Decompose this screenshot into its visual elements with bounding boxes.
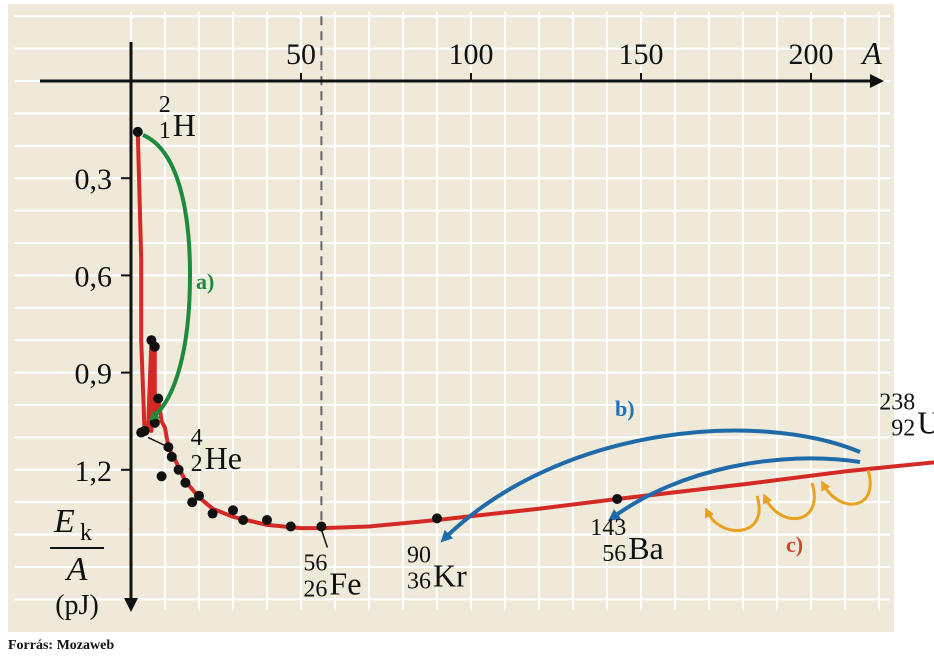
nuclide-atomic-number: 36 bbox=[407, 568, 431, 594]
y-tick-label: 1,2 bbox=[75, 455, 113, 488]
data-point bbox=[163, 442, 174, 453]
arrow-b-fission-ba bbox=[607, 456, 861, 521]
nuclide-atomic-number: 26 bbox=[303, 577, 327, 603]
y-axis-label-numerator: E bbox=[53, 503, 75, 540]
nuclide-mass-number: 90 bbox=[407, 542, 431, 568]
nuclide-symbol: Fe bbox=[329, 566, 361, 602]
x-tick-label: 200 bbox=[789, 38, 834, 71]
nuclide-mass-number: 2 bbox=[159, 92, 171, 118]
data-point bbox=[238, 515, 249, 526]
data-point bbox=[432, 513, 442, 524]
annotation-b: b) bbox=[615, 396, 635, 421]
arrow-c-decay-1 bbox=[821, 469, 872, 506]
data-point bbox=[316, 521, 327, 532]
nuclide-mass-number: 4 bbox=[191, 425, 203, 451]
data-point bbox=[262, 515, 272, 526]
data-point bbox=[187, 497, 198, 508]
data-point bbox=[156, 471, 167, 482]
y-axis-label-unit: (pJ) bbox=[55, 590, 99, 621]
nuclide-symbol: Kr bbox=[433, 557, 467, 593]
grid bbox=[14, 12, 890, 610]
data-point bbox=[285, 521, 296, 532]
he-leader-line bbox=[147, 436, 166, 447]
nuclide-mass-number: 56 bbox=[303, 551, 327, 577]
data-point bbox=[139, 425, 150, 436]
nuclide-atomic-number: 92 bbox=[891, 415, 915, 441]
data-point bbox=[132, 126, 143, 137]
x-axis-label: A bbox=[860, 35, 882, 71]
arrow-b-fission-kr bbox=[440, 428, 861, 543]
source-caption: Forrás: Mozaweb bbox=[8, 638, 115, 653]
nuclide-label-he: 42 He bbox=[191, 425, 242, 477]
nuclide-symbol: He bbox=[205, 440, 242, 476]
data-point bbox=[228, 505, 238, 516]
nuclide-symbol: U bbox=[917, 404, 934, 440]
y-tick-label: 0,6 bbox=[75, 260, 113, 293]
process-arrows bbox=[142, 133, 872, 543]
points-layer bbox=[132, 126, 623, 532]
nuclide-label-h: 21 H bbox=[159, 92, 196, 144]
nuclide-mass-number: 143 bbox=[590, 515, 626, 541]
annotation-c: c) bbox=[786, 532, 803, 557]
data-point bbox=[612, 493, 623, 504]
data-point bbox=[173, 464, 184, 475]
y-axis-label-denominator: A bbox=[65, 551, 88, 588]
nuclide-symbol: Ba bbox=[628, 530, 664, 566]
x-tick-label: 150 bbox=[619, 38, 664, 71]
y-tick-label: 0,9 bbox=[75, 358, 113, 391]
data-point bbox=[166, 451, 177, 462]
nuclide-atomic-number: 56 bbox=[602, 541, 626, 567]
y-tick-label: 0,3 bbox=[75, 163, 113, 196]
data-point bbox=[180, 477, 191, 488]
nuclide-atomic-number: 2 bbox=[191, 451, 203, 477]
nuclide-mass-number: 238 bbox=[879, 389, 915, 415]
y-axis-label-subscript: k bbox=[80, 520, 92, 546]
fe-leader-line bbox=[320, 529, 329, 548]
data-point bbox=[153, 393, 164, 404]
nuclide-atomic-number: 1 bbox=[159, 118, 171, 144]
annotation-a: a) bbox=[196, 269, 214, 294]
arrow-c-decay-2 bbox=[762, 482, 816, 521]
data-point bbox=[194, 490, 204, 501]
data-point bbox=[149, 417, 160, 428]
arrow-a-fusion bbox=[142, 133, 193, 421]
x-tick-label: 100 bbox=[449, 38, 494, 71]
x-tick-label: 50 bbox=[286, 38, 316, 71]
data-point bbox=[207, 508, 218, 519]
data-point bbox=[149, 341, 160, 352]
arrow-c-decay-3 bbox=[704, 495, 761, 532]
nuclide-symbol: H bbox=[173, 107, 196, 143]
